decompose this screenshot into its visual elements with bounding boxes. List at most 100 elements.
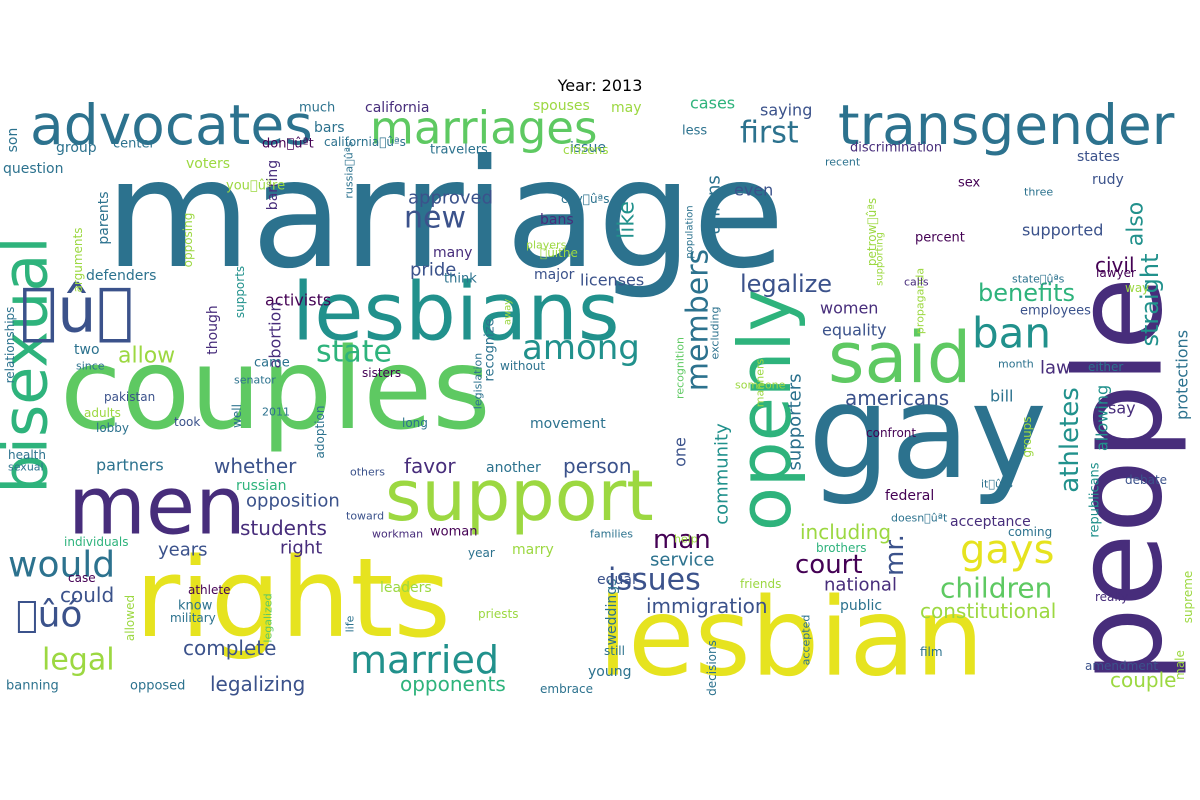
cloud-word: lesbian (598, 576, 984, 701)
cloud-word: man (653, 525, 711, 555)
cloud-word: others (350, 466, 385, 479)
cloud-word: really (1095, 590, 1128, 604)
cloud-word: may (611, 100, 642, 116)
cloud-word: sex (958, 176, 981, 191)
cloud-word: don ûªt (262, 137, 314, 152)
cloud-word: state (316, 335, 392, 370)
cloud-word: arguments (71, 228, 85, 293)
cloud-word: much (299, 101, 335, 116)
cloud-word: calls (904, 276, 929, 289)
cloud-word: citizens (563, 143, 609, 157)
cloud-word: athlete (188, 583, 230, 597)
cloud-word: russian (236, 478, 287, 494)
cloud-word: women (820, 299, 878, 318)
cloud-word: 2011 (262, 406, 290, 419)
cloud-word: discrimination (850, 141, 942, 156)
cloud-word: question (3, 161, 63, 177)
cloud-word: lawyer (1096, 266, 1136, 280)
cloud-word: legislation (472, 353, 485, 409)
cloud-word: group (56, 140, 97, 156)
cloud-word: also (1124, 202, 1149, 247)
cloud-word: supported (1022, 221, 1103, 240)
cloud-word: think (444, 272, 477, 287)
cloud-word: debate (1125, 473, 1167, 487)
cloud-word: civil (1095, 253, 1135, 277)
cloud-word: parents (96, 191, 112, 244)
cloud-word: pakistan (104, 390, 155, 404)
cloud-word: two (74, 342, 100, 358)
cloud-word: many (433, 245, 472, 261)
cloud-word: friends (740, 577, 781, 591)
cloud-word: groups (1020, 416, 1034, 457)
cloud-word: state ûªs (1012, 273, 1065, 286)
cloud-word: immigration (646, 594, 768, 618)
cloud-word:  ûó (16, 595, 82, 636)
cloud-word: gay (808, 356, 1047, 508)
cloud-word: couples (60, 325, 491, 455)
cloud-word: took (174, 415, 200, 429)
cloud-word: health (8, 448, 46, 462)
cloud-word: equality (822, 321, 887, 340)
cloud-word: saying (760, 101, 812, 120)
cloud-word: travelers (430, 143, 488, 158)
cloud-word: since (76, 360, 105, 373)
cloud-word: voters (186, 156, 230, 172)
cloud-word: one (671, 437, 690, 467)
cloud-word: recent (825, 156, 861, 169)
cloud-word: defenders (86, 268, 156, 284)
cloud-word: bans (540, 212, 574, 228)
cloud-word: sisters (362, 366, 401, 380)
cloud-word: benefits (978, 279, 1075, 307)
cloud-word: russia ûªs (343, 141, 356, 199)
cloud-word: ban (972, 309, 1051, 358)
cloud-word: students (240, 516, 327, 540)
cloud-word: first (740, 116, 799, 151)
cloud-word: families (590, 528, 633, 541)
cloud-word: california ûªs (324, 135, 406, 149)
cloud-word: acceptance (950, 514, 1031, 530)
cloud-word: unions (704, 175, 725, 235)
cloud-word:  ûithe (540, 246, 578, 260)
cloud-word: rudy (1092, 172, 1124, 188)
cloud-word: partners (96, 456, 164, 475)
cloud-word: male (1173, 650, 1187, 680)
cloud-word: straight (1136, 253, 1164, 346)
cloud-word: help (674, 533, 698, 546)
cloud-word: licenses (580, 271, 644, 290)
cloud-word: petrow ûªs (865, 198, 879, 266)
cloud-word: toward (346, 510, 384, 523)
cloud-word: adults (84, 406, 121, 420)
cloud-word: opposition (246, 491, 340, 512)
cloud-word: law (1040, 358, 1071, 379)
cloud-word: young (588, 664, 631, 680)
cloud-word: excluding (709, 307, 722, 360)
cloud-word: legalize (740, 270, 832, 298)
cloud-word: workman (372, 528, 423, 541)
cloud-word: case (68, 571, 96, 585)
cloud-word: whether (214, 454, 297, 478)
cloud-word: though (205, 305, 221, 355)
cloud-word: opponents (400, 672, 506, 696)
cloud-word: away (503, 299, 514, 325)
cloud-word: decisions (705, 640, 719, 696)
cloud-word: three (1024, 186, 1053, 199)
cloud-word: favor (404, 454, 456, 478)
cloud-word: married (350, 638, 499, 682)
cloud-word: leaders (380, 580, 432, 596)
cloud-word: pride (410, 260, 456, 281)
cloud-word: recognize (483, 318, 498, 381)
cloud-word: film (920, 645, 943, 659)
cloud-word: movement (530, 416, 606, 432)
cloud-word: sexual (8, 461, 44, 474)
cloud-word: marriages (370, 102, 597, 155)
cloud-word: rights (135, 534, 451, 662)
cloud-word: supporting (875, 232, 886, 286)
cloud-word: embrace (540, 682, 593, 696)
cloud-word: someone (735, 379, 786, 392)
cloud-word: employees (1020, 304, 1091, 319)
cloud-word: members (681, 249, 716, 391)
cloud-word: allowed (123, 595, 137, 641)
cloud-word: confront (866, 426, 916, 440)
cloud-word: supports (233, 266, 247, 318)
cloud-word: bars (314, 120, 345, 136)
